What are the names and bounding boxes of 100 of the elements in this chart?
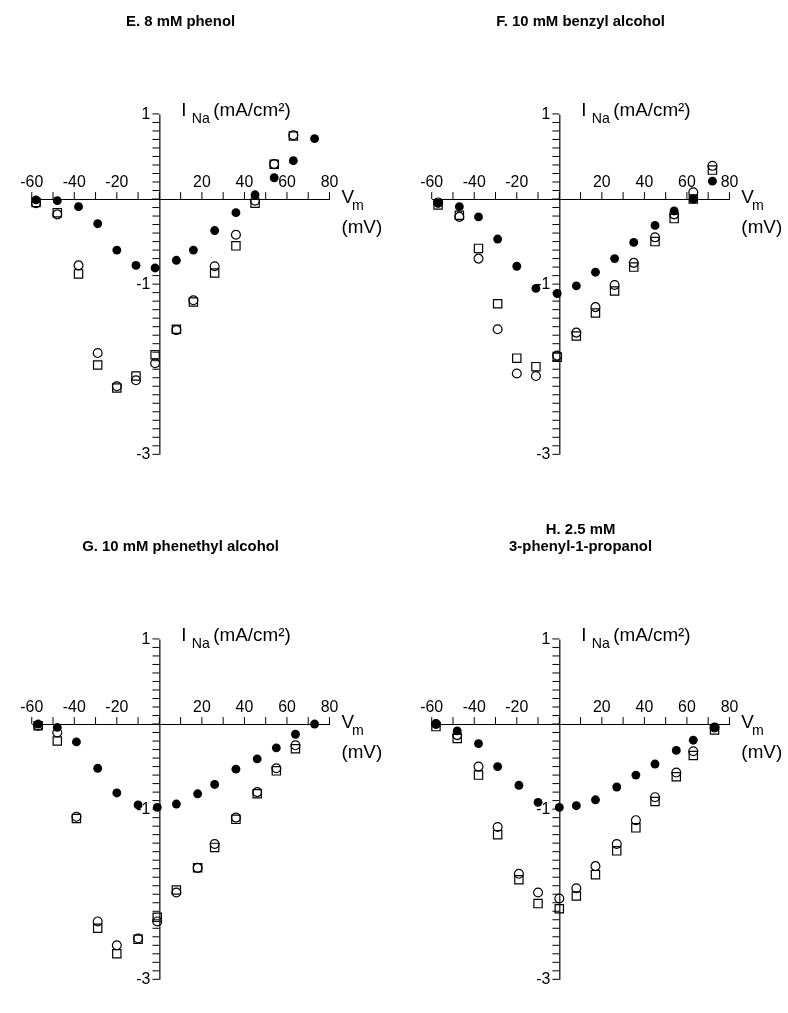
point	[209, 842, 220, 853]
point	[310, 719, 320, 729]
y-tick-label: -1	[536, 800, 551, 818]
point	[669, 213, 679, 224]
point	[209, 268, 220, 278]
y-tick-label: -3	[536, 970, 551, 988]
point	[73, 269, 84, 279]
point	[591, 795, 600, 805]
point	[74, 202, 83, 212]
point	[310, 134, 320, 144]
x-tick-label: 40	[235, 173, 254, 191]
point	[571, 891, 582, 901]
x-tick-label: 20	[593, 698, 611, 716]
point	[590, 308, 601, 318]
point	[628, 262, 639, 272]
point	[210, 780, 220, 789]
point	[271, 743, 281, 753]
point	[554, 893, 565, 904]
point	[554, 903, 565, 914]
point	[231, 208, 241, 218]
point	[209, 838, 220, 850]
point	[150, 358, 161, 369]
x-tick-label: -20	[505, 173, 529, 191]
point	[512, 261, 522, 271]
point	[611, 846, 622, 856]
point	[131, 260, 141, 270]
x-tick-label: -20	[105, 173, 129, 191]
y-tick-label: -1	[136, 800, 151, 818]
point	[533, 898, 543, 909]
point	[171, 255, 181, 265]
x-tick-label: -20	[105, 698, 129, 716]
point	[649, 232, 661, 243]
point	[231, 764, 241, 774]
point	[629, 238, 639, 247]
point	[93, 219, 103, 229]
x-tick-label: 60	[278, 173, 296, 191]
point	[492, 821, 503, 833]
y-tick-label: 1	[541, 104, 551, 122]
chart-title: F. 10 mM benzyl alcohol	[496, 12, 665, 29]
x-tick-label: 20	[193, 173, 211, 191]
point	[707, 160, 718, 171]
point	[71, 737, 81, 747]
point	[671, 767, 682, 778]
y-tick-label: 1	[541, 629, 551, 647]
point	[230, 229, 241, 240]
point	[92, 923, 103, 934]
point	[231, 241, 241, 251]
point	[707, 165, 718, 175]
point	[130, 375, 141, 386]
point	[611, 838, 622, 850]
y-tick-label: -3	[136, 970, 151, 988]
point	[688, 746, 699, 757]
x-tick-label: -60	[20, 173, 44, 191]
point	[492, 324, 503, 335]
x-tick-label: 60	[278, 698, 296, 716]
y-tick-label: 1	[141, 104, 151, 122]
x-tick-label: -40	[62, 173, 86, 191]
x-tick-label: -60	[420, 173, 444, 191]
point	[511, 368, 522, 379]
point	[492, 829, 503, 840]
point	[473, 770, 484, 780]
point	[590, 861, 601, 872]
x-tick-label: -60	[420, 698, 444, 716]
x-tick-label: -40	[62, 698, 86, 716]
point	[454, 202, 464, 212]
point	[650, 236, 660, 247]
point	[474, 739, 483, 749]
point	[93, 763, 103, 773]
x-tick-label: -40	[462, 698, 486, 716]
point	[571, 327, 582, 338]
point	[514, 875, 524, 885]
x-tick-label: 80	[320, 173, 339, 191]
point	[73, 260, 84, 271]
x-tick-label: 80	[720, 698, 739, 716]
point	[52, 736, 63, 746]
point	[530, 371, 541, 382]
point	[631, 770, 641, 780]
point	[92, 348, 103, 359]
point	[671, 745, 681, 755]
x-tick-label: -20	[505, 698, 529, 716]
point	[533, 887, 544, 898]
point	[688, 735, 698, 745]
point	[152, 916, 163, 927]
point	[609, 286, 620, 296]
point	[269, 173, 279, 183]
point	[590, 302, 601, 313]
point	[650, 220, 660, 230]
point	[493, 762, 503, 772]
point	[688, 750, 699, 761]
point	[52, 196, 62, 206]
point	[649, 792, 661, 803]
point	[291, 729, 300, 739]
y-tick-label: -1	[536, 275, 551, 293]
point	[92, 360, 103, 370]
point	[193, 789, 203, 799]
x-tick-label: -40	[462, 173, 486, 191]
x-tick-label: 20	[593, 173, 611, 191]
point	[571, 801, 581, 811]
chart-title: G. 10 mM phenethyl alcohol	[82, 537, 279, 554]
x-tick-label: 60	[678, 173, 696, 191]
